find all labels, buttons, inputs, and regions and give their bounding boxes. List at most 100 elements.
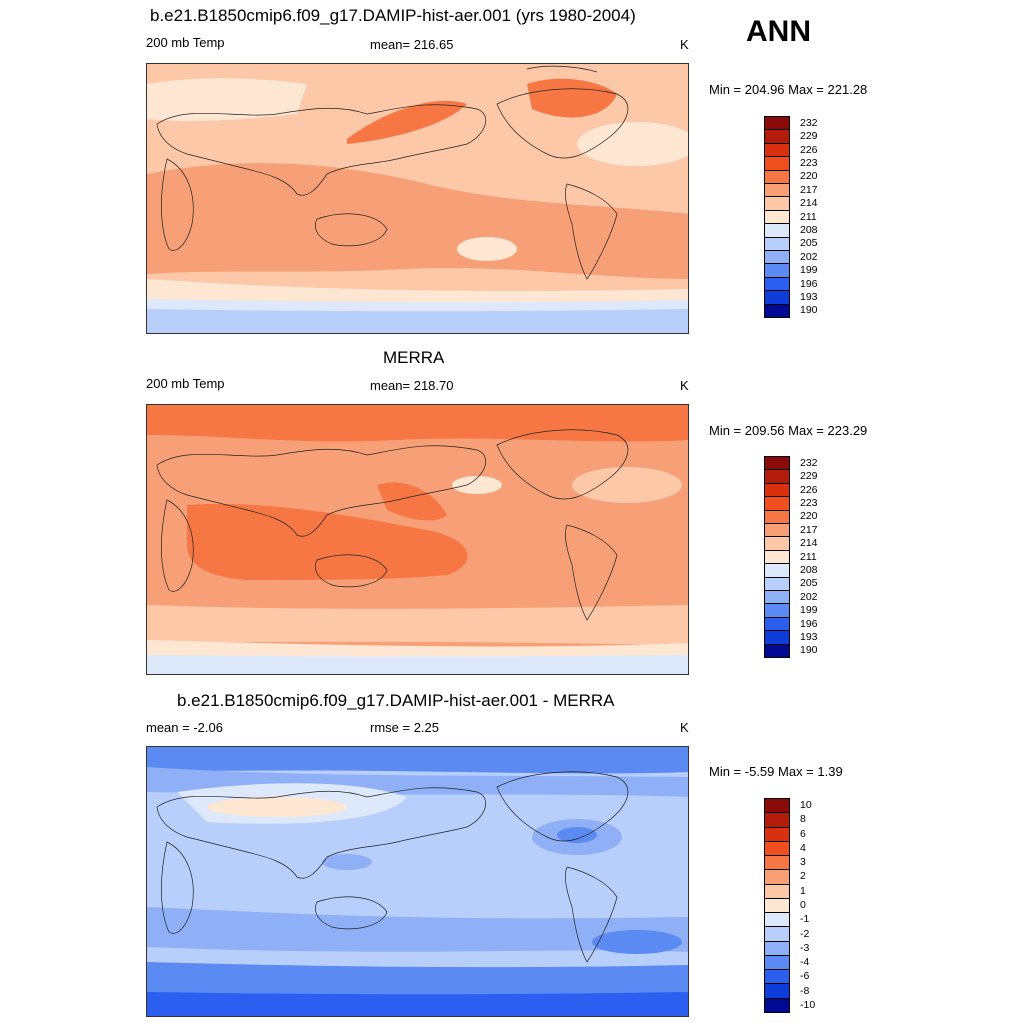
colorbar-swatch <box>764 236 790 251</box>
colorbar-label: 229 <box>800 470 818 483</box>
colorbar-label: 208 <box>800 563 818 576</box>
panel2-map <box>146 404 689 675</box>
colorbar-swatch <box>764 926 790 942</box>
colorbar-label: 199 <box>800 264 818 277</box>
colorbar-swatch <box>764 142 790 158</box>
colorbar-swatch <box>764 250 790 265</box>
panel3-map <box>146 746 689 1017</box>
colorbar-swatch <box>764 129 790 144</box>
colorbar-label: 190 <box>800 644 818 657</box>
panel1-colorbar: 232 229 226 223 220 217 214 211 208 205 202 199 196 1… <box>764 116 818 318</box>
colorbar-swatch <box>764 603 790 618</box>
colorbar-label: 214 <box>800 537 818 550</box>
colorbar-swatch <box>764 276 790 292</box>
panel3-rmse-label: rmse = 2.25 <box>370 720 440 735</box>
colorbar-label: 211 <box>800 550 817 563</box>
panel1-units-label: K <box>680 37 689 52</box>
colorbar-swatch <box>764 509 790 524</box>
colorbar-swatch <box>764 954 790 971</box>
colorbar-label: 205 <box>800 577 818 590</box>
colorbar-label: -8 <box>800 984 810 997</box>
panel1-variable-label: 200 mb Temp <box>146 35 225 50</box>
colorbar-label: 223 <box>800 156 818 169</box>
colorbar-label: 6 <box>800 827 806 840</box>
colorbar-label: 202 <box>800 250 818 263</box>
colorbar-swatch <box>764 183 790 198</box>
colorbar-label: 217 <box>800 523 818 536</box>
colorbar-label: 193 <box>800 290 818 303</box>
panel1-map <box>146 63 689 334</box>
colorbar-label: -10 <box>800 998 816 1011</box>
panel2-variable-label: 200 mb Temp <box>146 376 225 391</box>
colorbar-label: 196 <box>800 617 818 630</box>
colorbar-label: 4 <box>800 841 806 854</box>
colorbar-swatch <box>764 883 790 899</box>
colorbar-swatch <box>764 169 790 184</box>
colorbar-swatch <box>764 496 790 511</box>
colorbar-label: 223 <box>800 496 818 509</box>
colorbar-swatch <box>764 536 790 551</box>
colorbar-label: -2 <box>800 927 810 940</box>
colorbar-label: 226 <box>800 143 818 156</box>
season-label: ANN <box>746 15 811 48</box>
panel3-minmax: Min = -5.59 Max = 1.39 <box>709 764 843 779</box>
colorbar-swatch <box>764 290 790 305</box>
panel2-colorbar: 232 229 226 223 220 217 214 211 208 205 202 199 196 1… <box>764 456 818 658</box>
panel3-units-label: K <box>680 720 689 735</box>
colorbar-swatch <box>764 156 790 171</box>
colorbar-swatch <box>764 196 790 211</box>
colorbar-swatch <box>764 812 790 828</box>
colorbar-label: 232 <box>800 116 818 129</box>
colorbar-label: -6 <box>800 970 810 983</box>
panel2-minmax: Min = 209.56 Max = 223.29 <box>709 423 868 438</box>
colorbar-swatch <box>764 997 790 1013</box>
colorbar-swatch <box>764 983 790 999</box>
colorbar-swatch <box>764 209 790 225</box>
colorbar-swatch <box>764 969 790 985</box>
colorbar-swatch <box>764 826 790 842</box>
colorbar-swatch <box>764 456 790 471</box>
colorbar-label: 211 <box>800 210 817 223</box>
colorbar-swatch <box>764 869 790 885</box>
colorbar-label: 220 <box>800 170 818 183</box>
colorbar-swatch <box>764 576 790 591</box>
colorbar-swatch <box>764 223 790 238</box>
colorbar-swatch <box>764 116 790 131</box>
colorbar-swatch <box>764 523 790 538</box>
colorbar-label: 226 <box>800 483 818 496</box>
colorbar-swatch <box>764 469 790 484</box>
colorbar-label: 217 <box>800 183 818 196</box>
colorbar-swatch <box>764 940 790 956</box>
colorbar-label: 190 <box>800 304 818 317</box>
colorbar-label: 8 <box>800 813 806 826</box>
panel1-minmax: Min = 204.96 Max = 221.28 <box>709 82 868 97</box>
colorbar-swatch <box>764 897 790 914</box>
colorbar-label: 208 <box>800 223 818 236</box>
colorbar-label: 2 <box>800 870 806 883</box>
colorbar-label: 193 <box>800 630 818 643</box>
colorbar-label: 205 <box>800 237 818 250</box>
colorbar-swatch <box>764 912 790 928</box>
colorbar-label: 10 <box>800 799 812 812</box>
panel2-title: MERRA <box>383 348 445 367</box>
colorbar-label: 0 <box>800 899 806 911</box>
panel3-mean-label: mean = -2.06 <box>146 720 223 735</box>
colorbar-swatch <box>764 855 790 871</box>
colorbar-swatch <box>764 263 790 278</box>
panel3-colorbar: 10 8 6 4 3 2 1 0 -1 -2 -3 -4 -6 -8 -10 <box>764 798 815 1013</box>
colorbar-label: 214 <box>800 197 818 210</box>
colorbar-label: -3 <box>800 941 810 954</box>
colorbar-label: 196 <box>800 277 818 290</box>
colorbar-label: -1 <box>800 913 810 926</box>
colorbar-swatch <box>764 630 790 645</box>
colorbar-swatch <box>764 798 790 814</box>
colorbar-label: 232 <box>800 456 818 469</box>
panel3-title: b.e21.B1850cmip6.f09_g17.DAMIP-hist-aer.… <box>177 691 615 710</box>
colorbar-swatch <box>764 590 790 605</box>
colorbar-swatch <box>764 303 790 318</box>
panel1-mean-label: mean= 216.65 <box>370 37 454 52</box>
colorbar-label: 199 <box>800 604 818 617</box>
colorbar-label: 202 <box>800 590 818 603</box>
panel2-units-label: K <box>680 378 689 393</box>
colorbar-swatch <box>764 643 790 658</box>
